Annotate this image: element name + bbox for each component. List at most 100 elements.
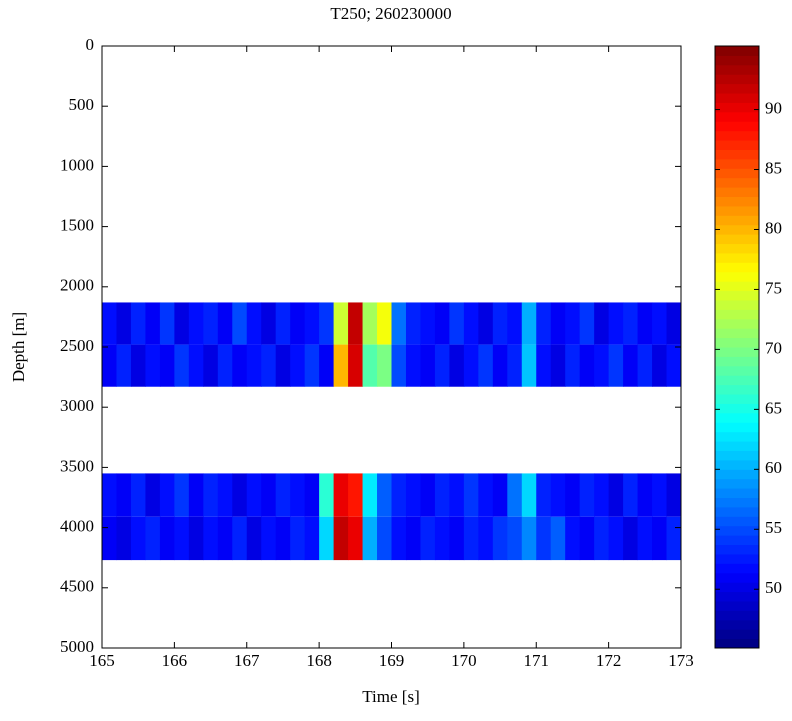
y-tick-label: 4000 xyxy=(60,517,94,536)
heat-cell xyxy=(348,302,364,345)
heat-cell xyxy=(203,516,219,561)
heat-cell xyxy=(159,473,175,517)
heat-cell xyxy=(666,344,682,387)
heat-cell xyxy=(377,516,392,561)
heat-cell xyxy=(478,302,494,345)
heat-cell xyxy=(391,516,407,561)
heat-cell xyxy=(290,473,306,517)
heat-cell xyxy=(246,344,262,387)
heat-cell xyxy=(246,473,262,517)
heat-cell xyxy=(217,344,233,387)
heat-cell xyxy=(521,302,537,345)
x-tick-label: 170 xyxy=(451,651,477,670)
heat-cell xyxy=(319,302,335,345)
x-tick-label: 165 xyxy=(89,651,115,670)
heat-cell xyxy=(405,516,421,561)
colorbar-step xyxy=(715,544,759,555)
heat-cell xyxy=(362,344,378,387)
heat-cell xyxy=(434,302,450,345)
heat-cell xyxy=(203,302,219,345)
colorbar-step xyxy=(715,610,759,621)
colorbar-step xyxy=(715,234,759,245)
colorbar-step xyxy=(715,469,759,480)
heat-cell xyxy=(116,302,132,345)
heat-cell xyxy=(463,516,479,561)
colorbar-tick-label: 70 xyxy=(765,338,782,357)
y-tick-label: 2000 xyxy=(60,276,94,295)
colorbar-frame xyxy=(714,45,760,649)
heat-cell xyxy=(377,344,392,387)
heat-cell xyxy=(420,302,436,345)
heat-cell xyxy=(666,302,682,345)
colorbar-step xyxy=(715,196,759,207)
heat-cell xyxy=(304,473,320,517)
colorbar-step xyxy=(715,83,759,94)
heat-cell xyxy=(246,302,262,345)
heat-cell xyxy=(420,516,436,561)
colorbar-step xyxy=(715,102,759,113)
heat-cell xyxy=(652,302,668,345)
heat-cell xyxy=(608,516,624,561)
heat-cell xyxy=(333,344,349,387)
colorbar-step xyxy=(715,158,759,169)
heat-cell xyxy=(565,473,581,517)
colorbar-step xyxy=(715,506,759,517)
heat-cell xyxy=(507,516,523,561)
heat-cell xyxy=(232,516,248,561)
colorbar-step xyxy=(715,563,759,574)
heat-cell xyxy=(261,344,277,387)
colorbar-step xyxy=(715,619,759,630)
heat-cell xyxy=(594,516,610,561)
heat-cell xyxy=(333,473,349,517)
heat-cell xyxy=(579,302,595,345)
heat-cell xyxy=(608,473,624,517)
heat-cell xyxy=(623,302,639,345)
colorbar-step xyxy=(715,497,759,508)
y-tick-label: 4500 xyxy=(60,577,94,596)
heat-cell xyxy=(333,516,349,561)
heat-cell xyxy=(130,344,146,387)
heat-cell xyxy=(434,516,450,561)
colorbar-step xyxy=(715,168,759,179)
heat-cell xyxy=(102,302,117,345)
heat-cell xyxy=(290,516,306,561)
heat-cell xyxy=(579,473,595,517)
heat-cell xyxy=(550,516,566,561)
heat-cell xyxy=(478,473,494,517)
heat-cell xyxy=(594,302,610,345)
colorbar-step xyxy=(715,582,759,593)
colorbar-step xyxy=(715,121,759,132)
colorbar-step xyxy=(715,356,759,367)
colorbar-step xyxy=(715,384,759,395)
heat-cell xyxy=(159,344,175,387)
y-tick-label: 3500 xyxy=(60,456,94,475)
colorbar-step xyxy=(715,224,759,235)
heat-cell xyxy=(275,473,291,517)
x-tick-label: 173 xyxy=(668,651,694,670)
heat-cell xyxy=(405,473,421,517)
heat-cell xyxy=(159,516,175,561)
colorbar-step xyxy=(715,441,759,451)
heat-cell xyxy=(579,344,595,387)
colorbar-step xyxy=(715,478,759,489)
heat-cell xyxy=(492,473,508,517)
heat-cell xyxy=(348,344,364,387)
colorbar-step xyxy=(715,525,759,536)
heat-cell xyxy=(319,473,335,517)
heat-cell xyxy=(130,302,146,345)
heat-cell xyxy=(116,344,132,387)
heat-cell xyxy=(521,473,537,517)
heat-cell xyxy=(290,344,306,387)
x-tick-label: 168 xyxy=(306,651,332,670)
heat-cell xyxy=(391,302,407,345)
x-tick-label: 167 xyxy=(234,651,260,670)
colorbar-step xyxy=(715,394,759,404)
heat-cell xyxy=(145,302,161,345)
heat-cell xyxy=(492,302,508,345)
y-tick-label: 1500 xyxy=(60,216,94,235)
heat-cell xyxy=(290,302,306,345)
heat-cell xyxy=(594,344,610,387)
heat-cell xyxy=(145,344,161,387)
heat-cell xyxy=(652,344,668,387)
colorbar-step xyxy=(715,93,759,103)
